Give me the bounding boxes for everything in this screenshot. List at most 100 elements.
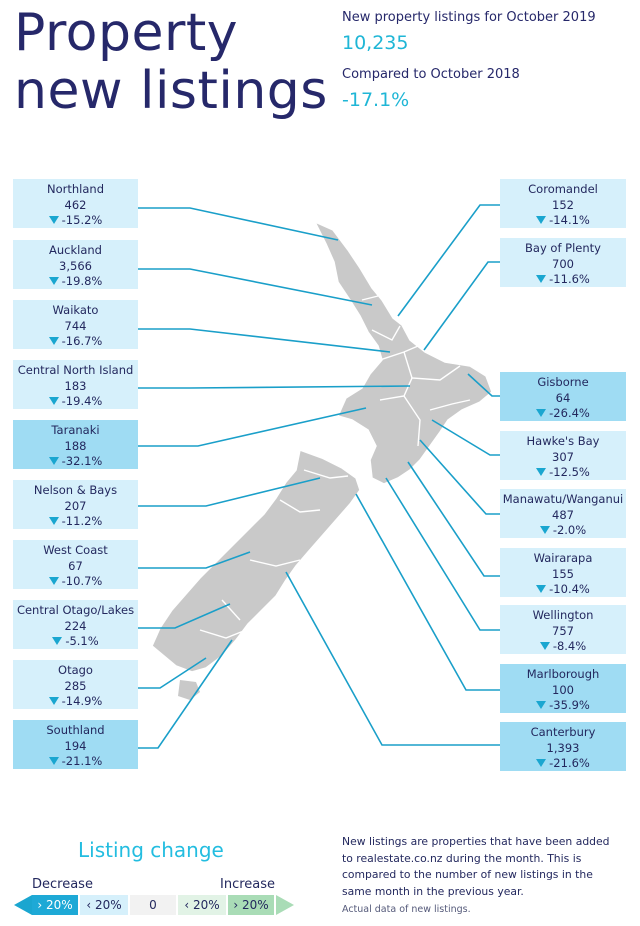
region-change: -35.9% — [549, 698, 590, 712]
region-name: West Coast — [43, 543, 108, 557]
region-change: -14.9% — [61, 694, 103, 708]
region-change: -2.0% — [552, 523, 587, 537]
down-triangle-icon — [539, 525, 550, 534]
down-triangle-icon — [539, 641, 550, 650]
region-value: 64 — [555, 390, 571, 405]
leader-lines — [138, 204, 500, 749]
region-name: Nelson & Bays — [33, 483, 118, 497]
region-name: Wellington — [532, 608, 594, 622]
left-arrow-icon — [14, 895, 32, 915]
region-box-manawatu-wanganui: Manawatu/Wanganui 487 -2.0% — [500, 489, 626, 538]
region-name: Central Otago/Lakes — [16, 603, 135, 617]
region-value: 757 — [552, 623, 574, 638]
down-triangle-icon — [48, 276, 59, 285]
legend-scale-strong-increase: › 20% — [228, 895, 274, 915]
region-value: 152 — [552, 197, 574, 212]
region-value: 67 — [68, 558, 83, 573]
down-triangle-icon — [52, 636, 63, 645]
region-value: 207 — [64, 498, 87, 513]
down-triangle-icon — [536, 274, 547, 283]
region-name: Northland — [47, 182, 104, 196]
legend-scale-decrease: ‹ 20% — [80, 895, 128, 915]
summary-value-change: -17.1% — [342, 89, 410, 111]
down-triangle-icon — [48, 396, 59, 405]
region-change: -11.2% — [61, 514, 103, 528]
region-value: 1,393 — [546, 740, 580, 755]
region-box-wairarapa: Wairarapa 155 -10.4% — [500, 548, 626, 597]
down-triangle-icon — [48, 215, 59, 224]
legend-scale-increase: ‹ 20% — [178, 895, 226, 915]
region-box-coromandel: Coromandel 152 -14.1% — [500, 179, 626, 228]
down-triangle-icon — [48, 456, 59, 465]
legend-scale-strong-decrease: › 20% — [32, 895, 78, 915]
down-triangle-icon — [48, 696, 59, 705]
region-change: -21.1% — [61, 754, 103, 768]
stewart-island-shape — [178, 680, 200, 700]
down-triangle-icon — [536, 758, 547, 767]
region-value: 744 — [64, 318, 87, 333]
region-box-west-coast: West Coast 67 -10.7% — [13, 540, 138, 589]
legend-scale-zero: 0 — [130, 895, 176, 915]
region-name: Otago — [58, 663, 93, 677]
region-change: -15.2% — [61, 213, 103, 227]
region-value: 3,566 — [59, 258, 92, 273]
title-line-2: new listings — [14, 61, 328, 121]
region-value: 700 — [552, 256, 574, 271]
region-value: 285 — [64, 678, 87, 693]
summary-value-listings: 10,235 — [342, 32, 409, 54]
region-name: Gisborne — [537, 375, 589, 389]
region-change: -10.7% — [61, 574, 103, 588]
region-change: -8.4% — [552, 639, 587, 653]
region-value: 307 — [552, 449, 574, 464]
region-change: -32.1% — [61, 454, 103, 468]
region-name: Central North Island — [17, 363, 134, 377]
region-change: -14.1% — [549, 213, 590, 227]
region-name: Wairarapa — [533, 551, 593, 565]
down-triangle-icon — [536, 215, 547, 224]
down-triangle-icon — [48, 336, 59, 345]
region-box-waikato: Waikato 744 -16.7% — [13, 300, 138, 349]
region-change: -11.6% — [549, 272, 590, 286]
region-name: Auckland — [49, 243, 102, 257]
down-triangle-icon — [536, 467, 547, 476]
region-value: 100 — [552, 682, 574, 697]
region-box-auckland: Auckland 3,566 -19.8% — [13, 240, 138, 289]
region-value: 183 — [64, 378, 87, 393]
region-name: Bay of Plenty — [525, 241, 601, 255]
region-name: Waikato — [52, 303, 99, 317]
region-box-gisborne: Gisborne 64 -26.4% — [500, 372, 626, 421]
down-triangle-icon — [536, 408, 547, 417]
region-name: Hawke's Bay — [526, 434, 600, 448]
region-box-canterbury: Canterbury 1,393 -21.6% — [500, 722, 626, 771]
down-triangle-icon — [48, 576, 59, 585]
region-name: Manawatu/Wanganui — [502, 492, 624, 506]
footnote-source: Actual data of new listings. — [342, 904, 471, 915]
north-island-shape — [313, 220, 493, 485]
legend-increase-label: Increase — [220, 877, 276, 892]
down-triangle-icon — [536, 700, 547, 709]
region-borders — [199, 295, 471, 639]
region-box-otago: Otago 285 -14.9% — [13, 660, 138, 709]
footnote: New listings are properties that have be… — [342, 835, 610, 898]
summary-label-compared: Compared to October 2018 — [342, 67, 520, 82]
legend-title: Listing change — [78, 838, 224, 862]
region-change: -12.5% — [549, 465, 590, 479]
region-value: 487 — [552, 507, 574, 522]
region-box-hawkes-bay: Hawke's Bay 307 -12.5% — [500, 431, 626, 480]
region-value: 224 — [64, 618, 87, 633]
region-box-taranaki: Taranaki 188 -32.1% — [13, 420, 138, 469]
region-change: -21.6% — [549, 756, 590, 770]
region-box-southland: Southland 194 -21.1% — [13, 720, 138, 769]
down-triangle-icon — [536, 584, 547, 593]
region-change: -19.8% — [61, 274, 103, 288]
region-value: 188 — [64, 438, 87, 453]
title-line-1: Property — [14, 3, 239, 63]
page-title: Property new listings — [14, 4, 328, 120]
summary-label-listings: New property listings for October 2019 — [342, 10, 596, 25]
down-triangle-icon — [48, 516, 59, 525]
region-box-wellington: Wellington 757 -8.4% — [500, 605, 626, 654]
region-change: -16.7% — [61, 334, 103, 348]
region-value: 155 — [552, 566, 574, 581]
region-name: Coromandel — [528, 182, 598, 196]
